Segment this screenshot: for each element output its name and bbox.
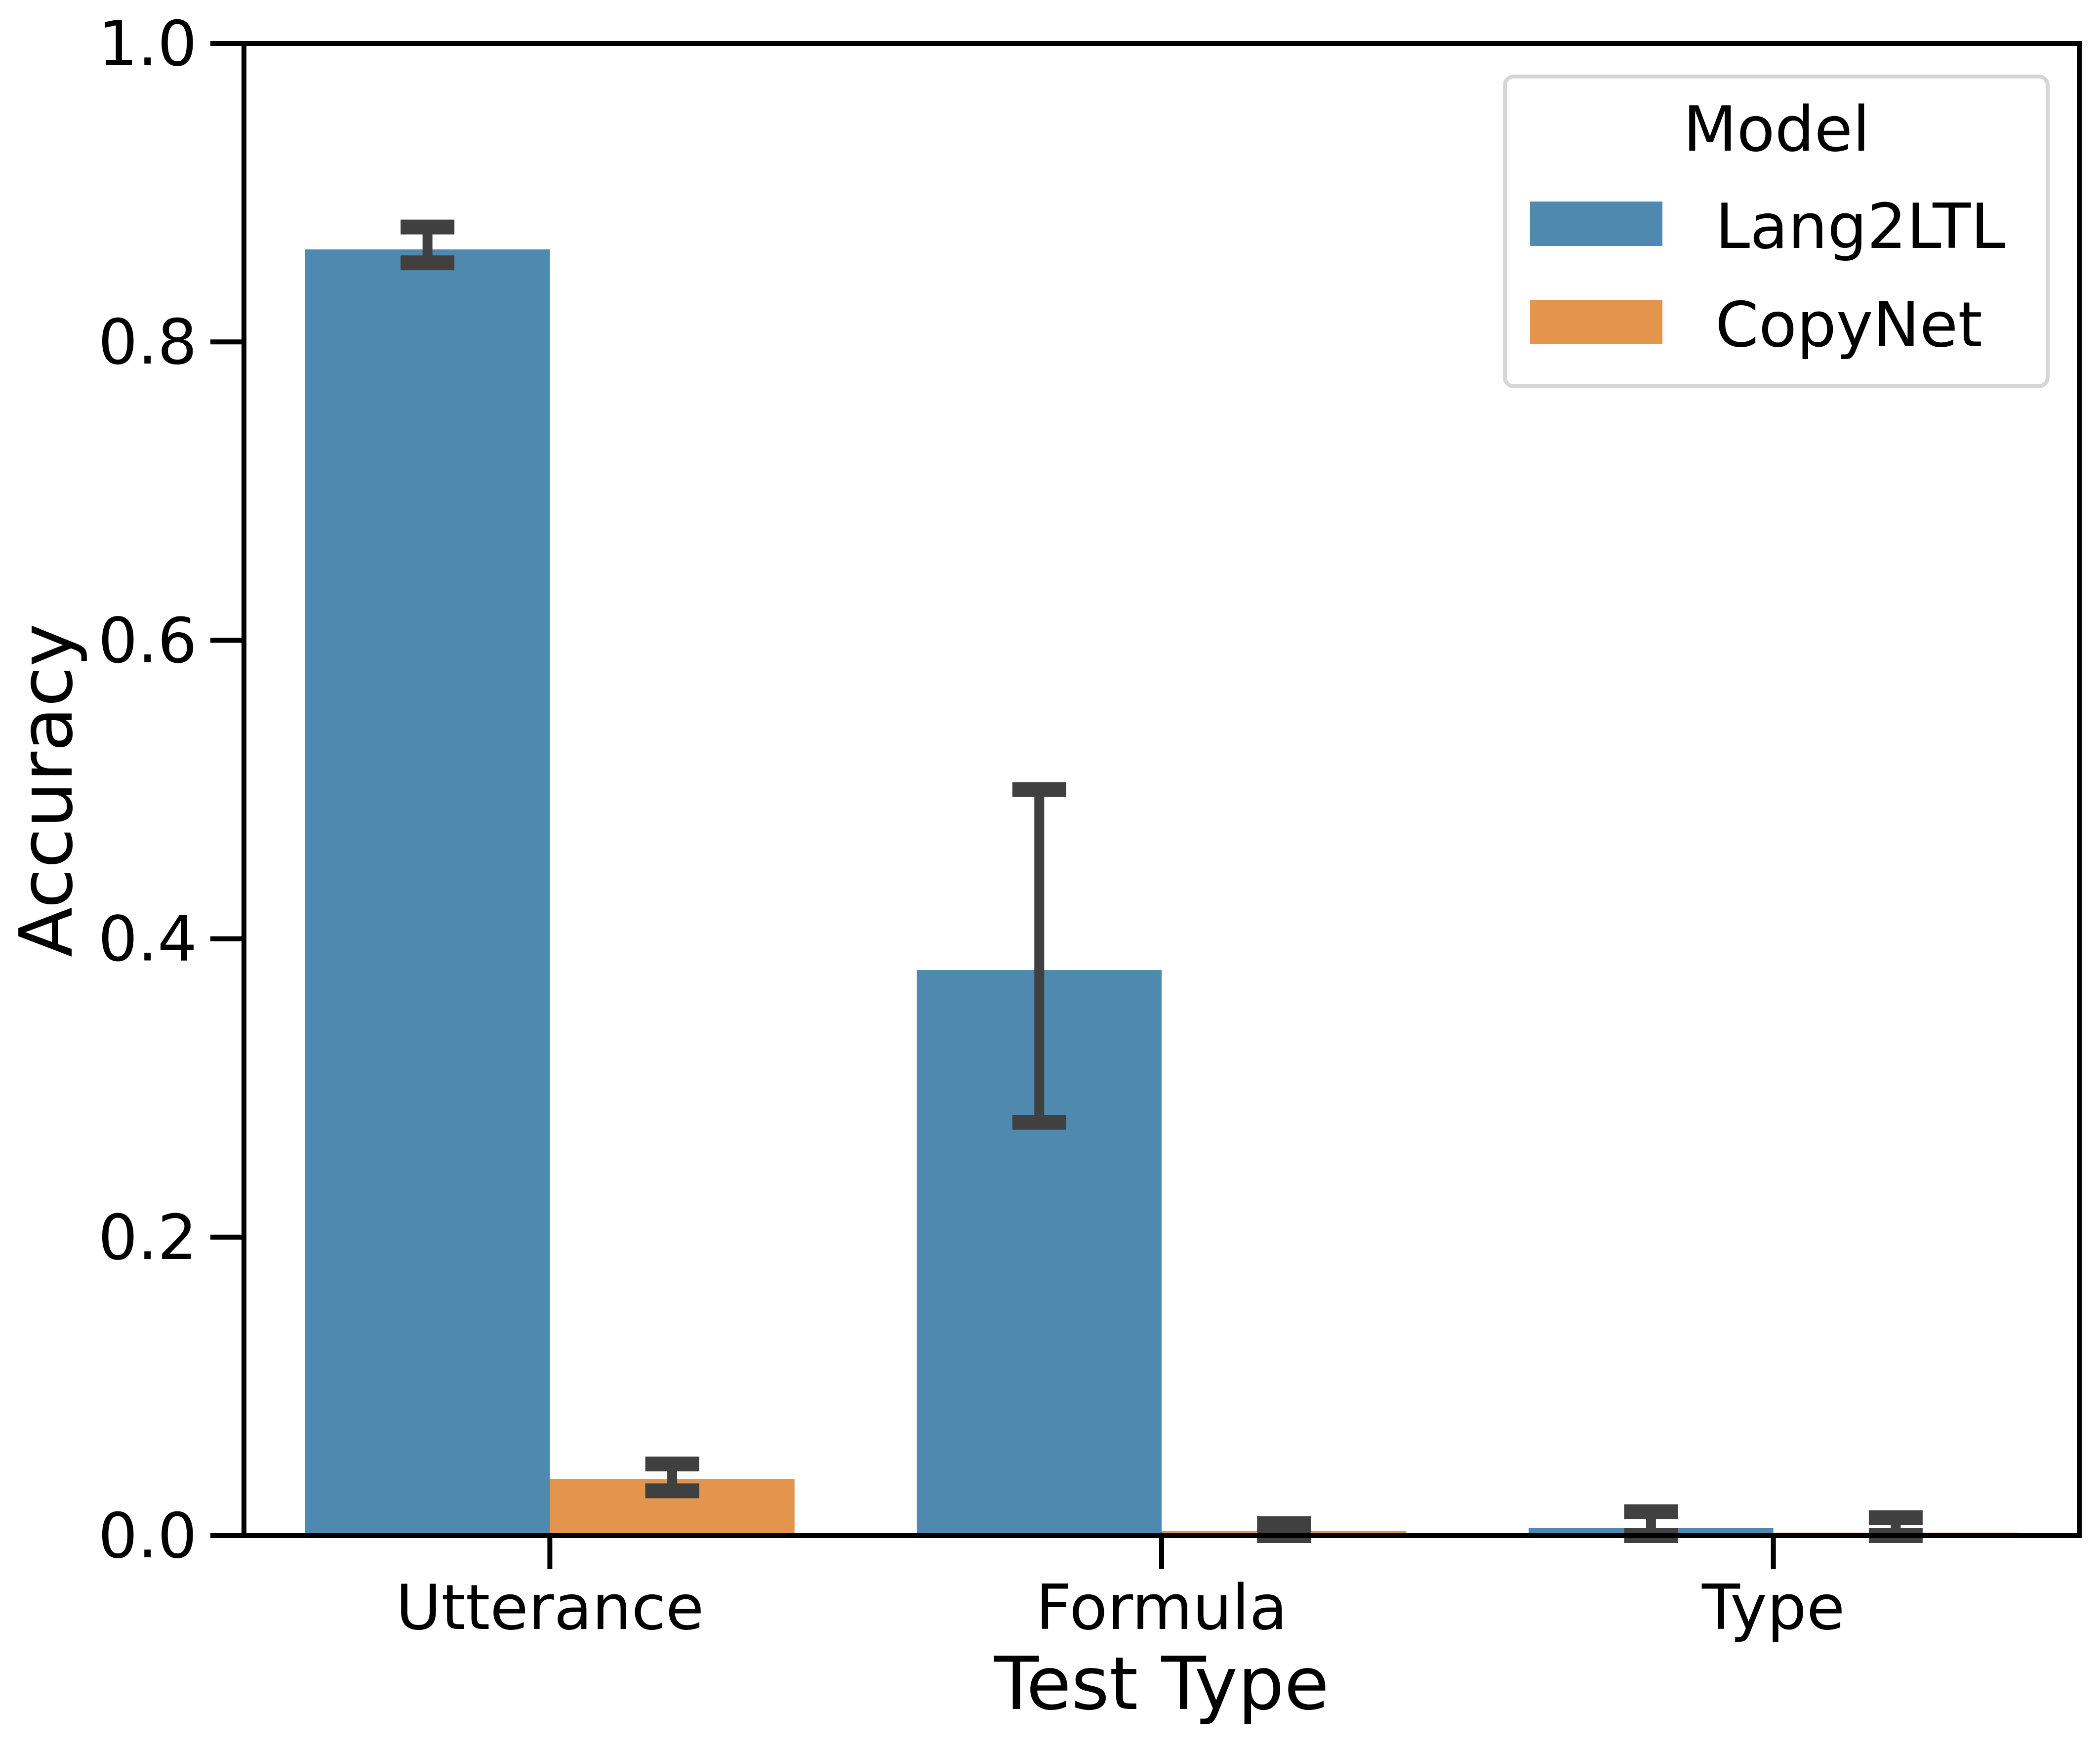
y-tick-label: 0.8	[98, 306, 197, 378]
y-tick-label: 0.0	[98, 1500, 197, 1572]
y-axis: 0.0 0.2 0.4 0.6 0.8 1.0	[98, 7, 244, 1572]
errorbar-lang2ltl-utterance	[401, 219, 455, 271]
x-axis-label: Test Type	[994, 1641, 1329, 1726]
y-axis-label: Accuracy	[4, 623, 89, 957]
errorbar-lang2ltl-formula	[1012, 782, 1066, 1130]
errorbar-copynet-utterance	[645, 1456, 699, 1499]
legend-swatch-copynet	[1530, 300, 1662, 344]
x-tick-label: Utterance	[396, 1571, 704, 1644]
y-tick-label: 0.4	[98, 903, 197, 975]
legend-label-copynet: CopyNet	[1715, 288, 1982, 361]
legend-title: Model	[1683, 93, 1870, 165]
x-axis: Utterance Formula Type	[396, 1536, 1845, 1644]
legend-items: Lang2LTL CopyNet	[1530, 190, 2005, 361]
x-tick-label: Formula	[1036, 1571, 1287, 1644]
legend: Model Lang2LTL CopyNet	[1503, 75, 2050, 388]
legend-swatch-lang2ltl	[1530, 202, 1662, 246]
bar-lang2ltl-utterance	[305, 249, 550, 1536]
x-tick-label: Type	[1701, 1571, 1845, 1644]
y-tick-label: 0.6	[98, 604, 197, 677]
y-tick-label: 1.0	[98, 7, 197, 80]
y-tick-label: 0.2	[98, 1201, 197, 1274]
legend-label-lang2ltl: Lang2LTL	[1715, 190, 2005, 263]
